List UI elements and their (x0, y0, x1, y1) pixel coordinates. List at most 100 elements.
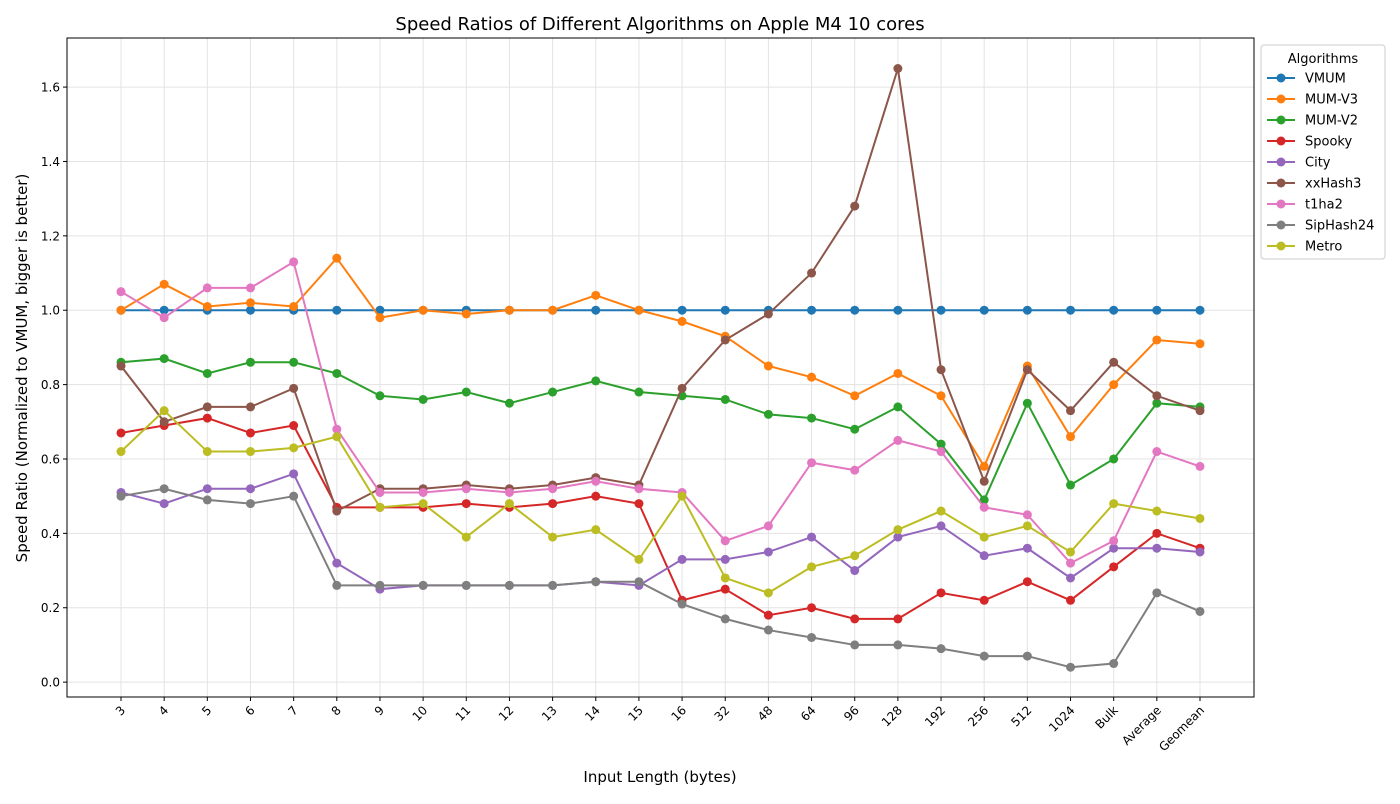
data-point (1066, 662, 1076, 672)
x-tick-label: 8 (329, 703, 344, 718)
legend-marker (1276, 94, 1286, 104)
data-point (591, 491, 601, 501)
data-point (1152, 391, 1162, 401)
data-point (159, 305, 169, 315)
data-point (1022, 543, 1032, 553)
data-point (1152, 588, 1162, 598)
x-tick-label: 13 (539, 703, 560, 724)
legend-title: Algorithms (1288, 52, 1359, 67)
data-point (807, 562, 817, 572)
y-tick-label: 0.6 (41, 452, 60, 466)
data-point (763, 588, 773, 598)
data-point (375, 487, 385, 497)
data-point (202, 495, 212, 505)
data-point (1109, 543, 1119, 553)
data-point (202, 413, 212, 423)
data-point (1109, 536, 1119, 546)
legend-item: t1ha2 (1267, 198, 1343, 213)
x-tick-label: 256 (965, 703, 991, 729)
data-point (720, 536, 730, 546)
y-tick-label: 0.2 (41, 601, 60, 615)
data-point (375, 580, 385, 590)
legend-label: SipHash24 (1305, 219, 1374, 234)
y-tick-label: 1.2 (41, 229, 60, 243)
data-point (116, 361, 126, 371)
legend-label: City (1305, 156, 1331, 171)
y-tick-label: 1.0 (41, 304, 60, 318)
data-point (677, 554, 687, 564)
legend-item: Metro (1267, 240, 1342, 255)
x-tick-label: 4 (156, 703, 171, 718)
data-point (1195, 339, 1205, 349)
data-point (936, 644, 946, 654)
legend-item: VMUM (1267, 72, 1346, 87)
data-point (418, 580, 428, 590)
data-point (418, 305, 428, 315)
data-point (893, 532, 903, 542)
data-point (1109, 357, 1119, 367)
series-t1ha2 (116, 257, 1205, 568)
data-point (936, 588, 946, 598)
x-tick-label: Bulk (1092, 703, 1120, 731)
data-point (289, 357, 299, 367)
data-point (159, 499, 169, 509)
data-point (504, 580, 514, 590)
data-point (504, 487, 514, 497)
data-point (591, 476, 601, 486)
data-point (893, 614, 903, 624)
x-tick-label: 11 (453, 703, 474, 724)
data-point (850, 201, 860, 211)
data-point (763, 610, 773, 620)
legend: Algorithms VMUM MUM-V3 MUM-V2 Spooky City xxH… (1260, 44, 1386, 260)
legend-marker (1276, 73, 1286, 83)
data-point (375, 391, 385, 401)
x-tick-label: 14 (582, 703, 603, 724)
data-point (850, 640, 860, 650)
series-siphash24 (116, 484, 1205, 672)
data-point (461, 499, 471, 509)
x-tick-label: 48 (755, 703, 776, 724)
legend-item: Spooky (1267, 135, 1352, 150)
data-point (979, 502, 989, 512)
data-point (1109, 562, 1119, 572)
data-point (159, 279, 169, 289)
series-line (120, 487, 1201, 669)
series-line (120, 357, 1201, 502)
data-point (1152, 506, 1162, 516)
data-point (591, 290, 601, 300)
data-point (548, 580, 558, 590)
data-point (936, 391, 946, 401)
data-point (936, 365, 946, 375)
data-point (202, 484, 212, 494)
legend-label: Spooky (1305, 135, 1352, 150)
data-point (289, 383, 299, 393)
x-tick-label: 96 (841, 703, 862, 724)
legend-item: City (1267, 156, 1331, 171)
data-point (461, 309, 471, 319)
data-point (1066, 595, 1076, 605)
data-point (850, 614, 860, 624)
data-point (1109, 659, 1119, 669)
data-point (332, 558, 342, 568)
legend-marker (1276, 199, 1286, 209)
data-point (1022, 398, 1032, 408)
data-point (1195, 606, 1205, 616)
data-point (936, 506, 946, 516)
data-point (332, 506, 342, 516)
data-point (332, 580, 342, 590)
data-point (245, 447, 255, 457)
data-point (720, 335, 730, 345)
legend-item: SipHash24 (1267, 219, 1374, 234)
data-point (1066, 573, 1076, 583)
plot-frame (66, 37, 1255, 698)
legend-marker (1276, 220, 1286, 230)
data-point (504, 305, 514, 315)
data-point (763, 361, 773, 371)
data-point (1152, 528, 1162, 538)
data-point (807, 632, 817, 642)
data-point (720, 614, 730, 624)
series-mum-v3 (116, 253, 1205, 471)
data-point (375, 502, 385, 512)
x-tick-label: 15 (625, 703, 646, 724)
